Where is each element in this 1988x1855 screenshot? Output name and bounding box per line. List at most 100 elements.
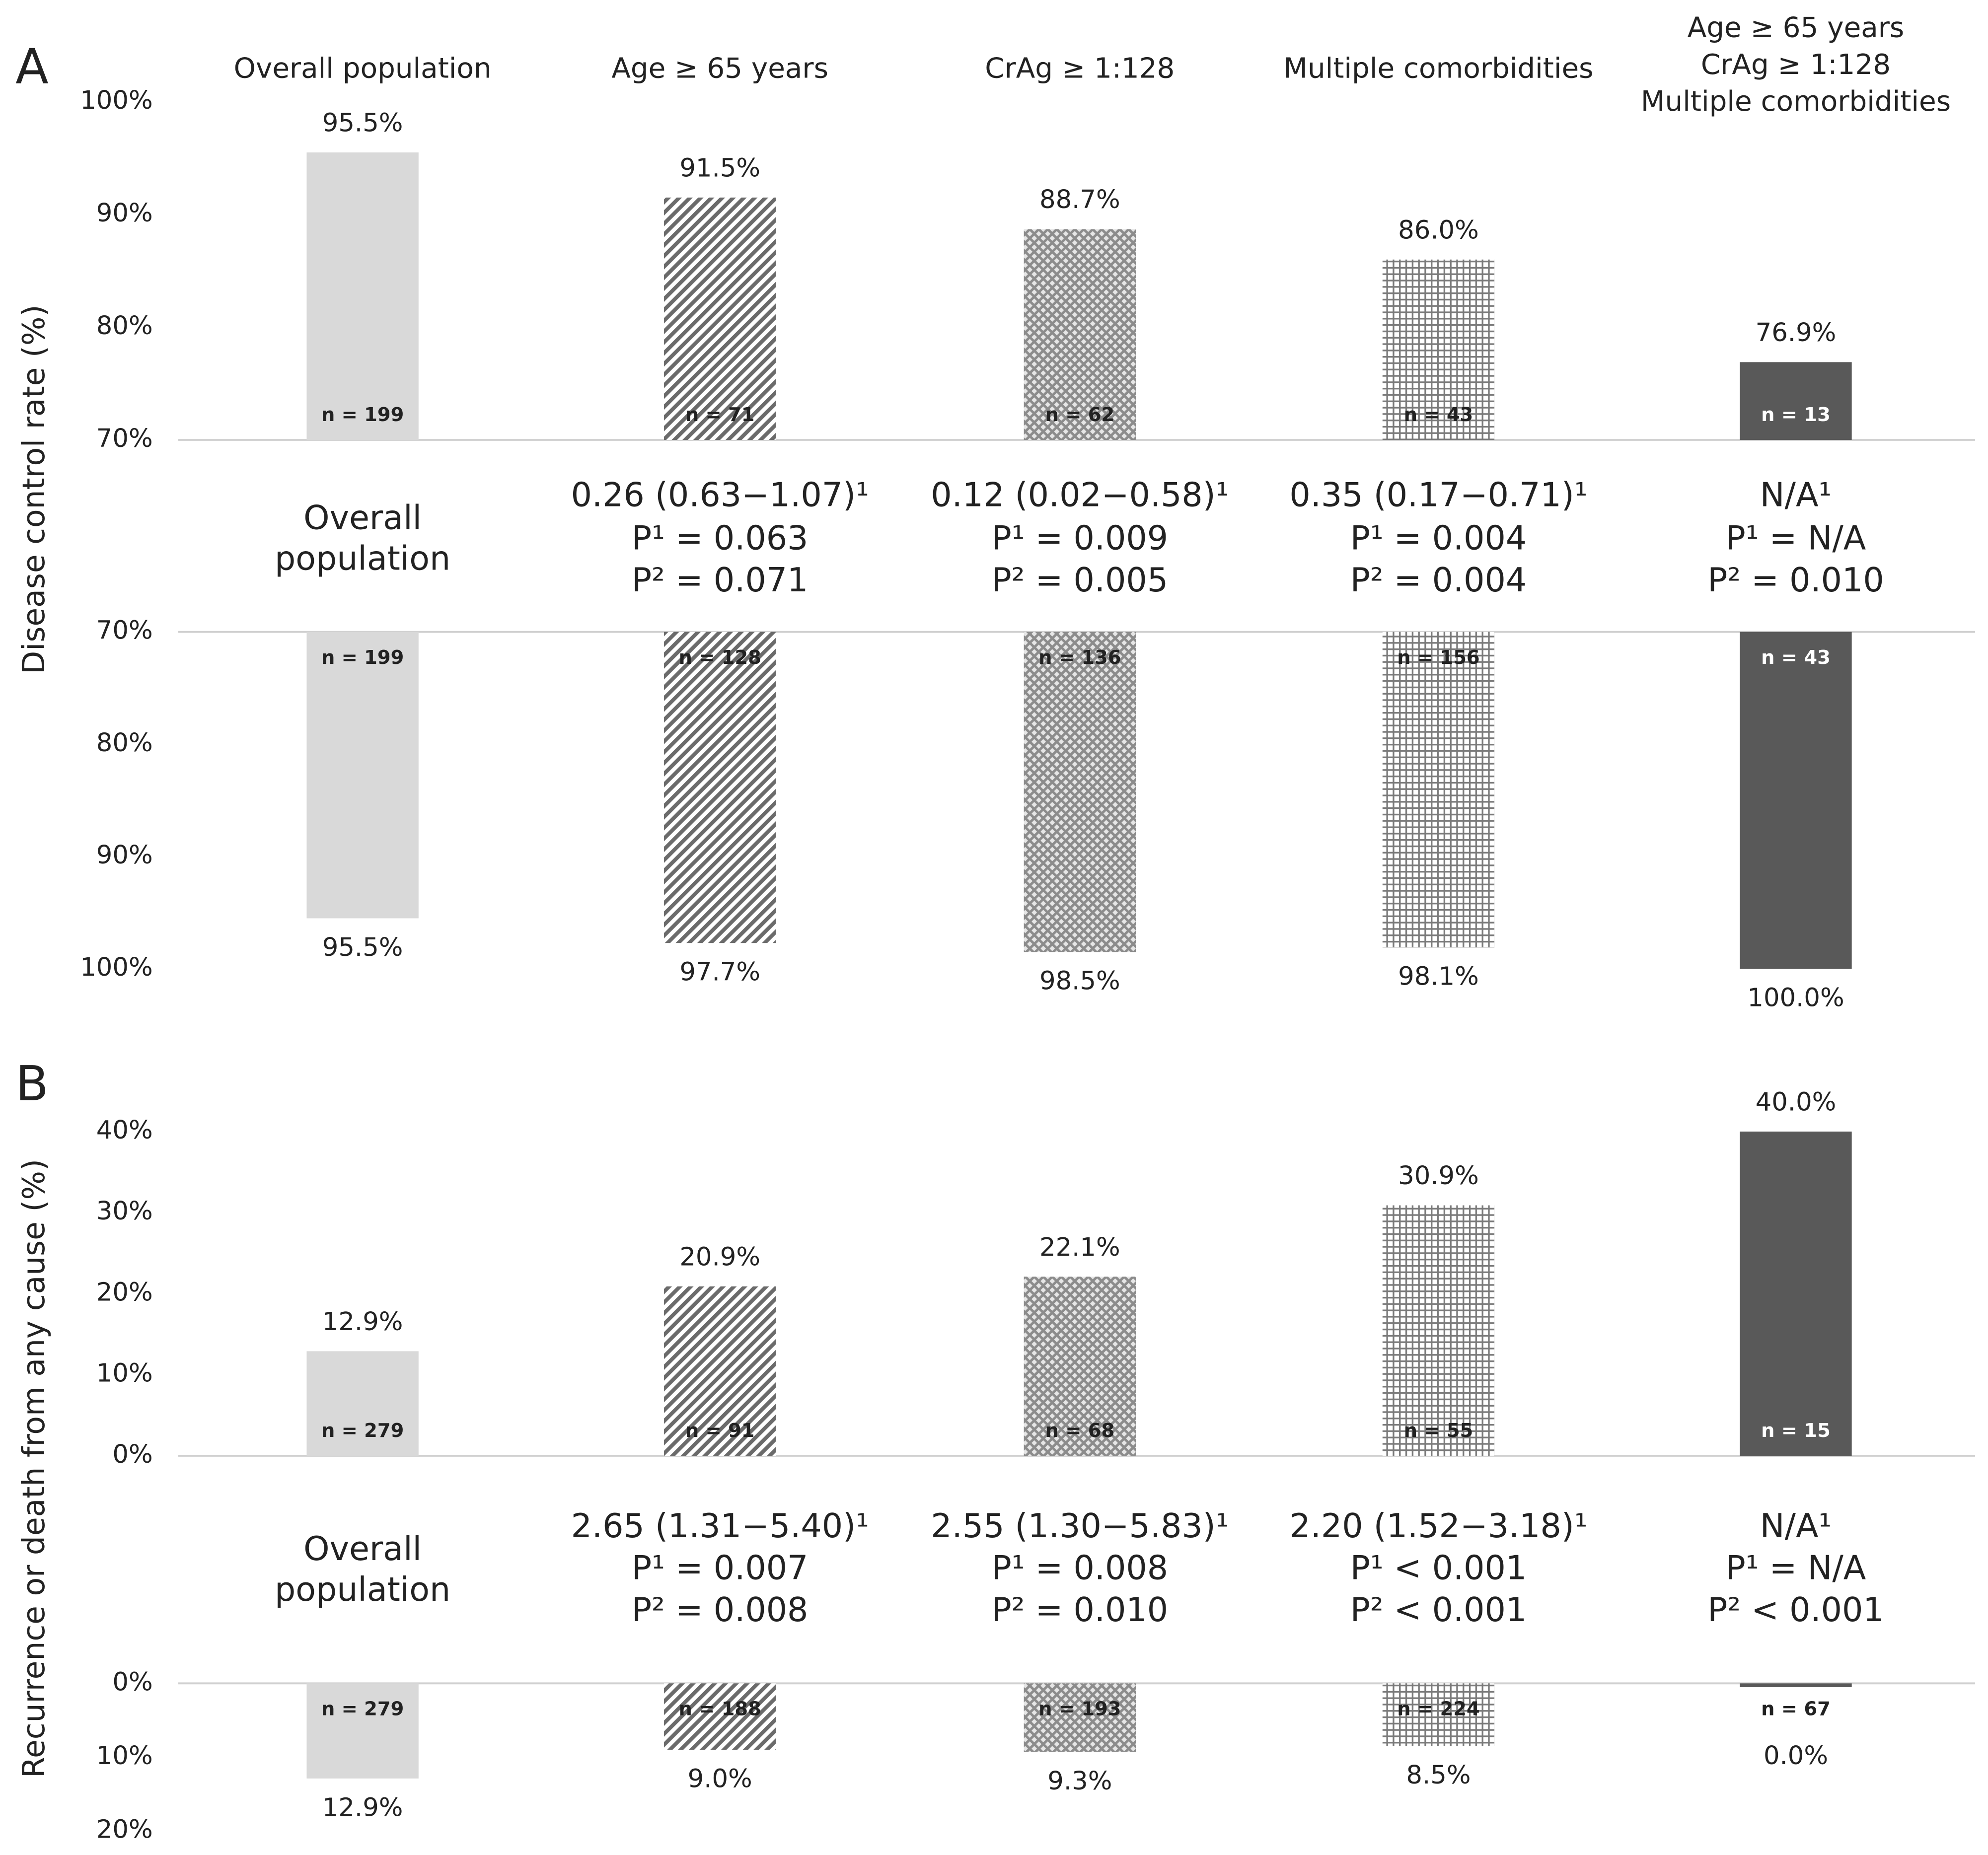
stat-text: Overall <box>303 1529 422 1568</box>
n-label: n = 128 <box>678 646 761 669</box>
value-label: 40.0% <box>1756 1087 1837 1117</box>
stat-text: population <box>275 1570 450 1609</box>
stat-text: P² < 0.001 <box>1707 1590 1884 1629</box>
value-label: 98.1% <box>1398 962 1479 992</box>
bar <box>1024 1683 1136 1752</box>
y-tick-label: 80% <box>96 728 153 758</box>
value-label: 95.5% <box>322 108 403 138</box>
stat-text: P¹ = N/A <box>1726 518 1866 557</box>
stat-text: P² = 0.071 <box>632 561 808 599</box>
bar <box>1740 1683 1852 1687</box>
bar <box>1740 1131 1852 1456</box>
n-label: n = 279 <box>321 1698 404 1720</box>
stat-text: P¹ = N/A <box>1726 1548 1866 1587</box>
y-tick-label: 0% <box>112 1667 152 1697</box>
stat-text: P² = 0.005 <box>992 561 1168 599</box>
y-tick-label: 100% <box>80 952 152 982</box>
n-label: n = 68 <box>1045 1420 1115 1442</box>
stat-text: N/A¹ <box>1760 1506 1832 1545</box>
stat-text: P¹ = 0.063 <box>632 518 808 557</box>
n-label: n = 71 <box>685 404 755 426</box>
y-tick-label: 10% <box>96 1358 153 1388</box>
stat-text: P¹ = 0.009 <box>992 518 1168 557</box>
n-label: n = 156 <box>1397 646 1479 669</box>
stat-text: 0.35 (0.17−0.71)¹ <box>1289 475 1587 514</box>
category-header: Age ≥ 65 years <box>1688 12 1905 44</box>
y-tick-label: 10% <box>96 1741 153 1771</box>
value-label: 86.0% <box>1398 215 1479 245</box>
value-label: 22.1% <box>1039 1232 1120 1262</box>
y-tick-label: 90% <box>96 840 153 870</box>
y-axis-label: Recurrence or death from any cause (%) <box>16 1159 52 1778</box>
n-label: n = 279 <box>321 1420 404 1442</box>
category-header: Multiple comorbidities <box>1283 52 1593 84</box>
category-header: Multiple comorbidities <box>1641 85 1951 118</box>
y-tick-label: 70% <box>96 424 153 453</box>
n-label: n = 15 <box>1761 1420 1831 1442</box>
y-tick-label: 0% <box>112 1439 152 1469</box>
value-label: 98.5% <box>1039 966 1120 996</box>
bar <box>1024 229 1136 440</box>
stat-text: population <box>275 539 450 577</box>
stat-text: P² < 0.001 <box>1350 1590 1527 1629</box>
n-label: n = 224 <box>1397 1698 1479 1720</box>
n-label: n = 67 <box>1761 1698 1831 1720</box>
n-label: n = 43 <box>1761 646 1831 669</box>
bar <box>1740 632 1852 969</box>
y-tick-label: 100% <box>80 85 152 115</box>
value-label: 0.0% <box>1764 1741 1828 1771</box>
value-label: 20.9% <box>679 1242 760 1272</box>
y-tick-label: 70% <box>96 616 153 645</box>
bar <box>306 632 419 919</box>
stat-text: 2.55 (1.30−5.83)¹ <box>931 1506 1229 1545</box>
value-label: 12.9% <box>322 1792 403 1822</box>
value-label: 9.0% <box>688 1764 752 1793</box>
y-tick-label: 40% <box>96 1115 153 1145</box>
bar <box>306 152 419 440</box>
stat-text: P¹ = 0.004 <box>1350 518 1527 557</box>
n-label: n = 55 <box>1404 1420 1473 1442</box>
category-header: CrAg ≥ 1:128 <box>1701 49 1891 81</box>
category-header: Age ≥ 65 years <box>611 52 828 84</box>
n-label: n = 193 <box>1038 1698 1121 1720</box>
n-label: n = 136 <box>1038 646 1121 669</box>
n-label: n = 199 <box>321 646 404 669</box>
bar <box>1024 632 1136 952</box>
stat-text: P² = 0.004 <box>1350 561 1527 599</box>
value-label: 8.5% <box>1406 1760 1471 1790</box>
y-axis-label: Disease control rate (%) <box>16 305 52 674</box>
value-label: 9.3% <box>1047 1766 1112 1796</box>
stat-text: 2.20 (1.52−3.18)¹ <box>1289 1506 1587 1545</box>
y-tick-label: 20% <box>96 1814 153 1844</box>
stat-text: P¹ < 0.001 <box>1350 1548 1527 1587</box>
n-label: n = 188 <box>678 1698 761 1720</box>
category-header: CrAg ≥ 1:128 <box>985 52 1175 84</box>
stat-text: P² = 0.008 <box>632 1590 808 1629</box>
bar <box>306 1351 419 1456</box>
bar <box>1382 632 1495 948</box>
stat-text: Overall <box>303 498 422 537</box>
n-label: n = 13 <box>1761 404 1831 426</box>
bar <box>1740 362 1852 440</box>
bar <box>306 1683 419 1779</box>
value-label: 30.9% <box>1398 1161 1479 1191</box>
value-label: 100.0% <box>1747 983 1844 1013</box>
category-header: Overall population <box>234 52 492 84</box>
stat-text: P² = 0.010 <box>992 1590 1168 1629</box>
y-tick-label: 80% <box>96 311 153 341</box>
bar <box>664 632 776 943</box>
stat-text: 0.12 (0.02−0.58)¹ <box>931 475 1229 514</box>
bar <box>664 1286 776 1456</box>
bar <box>1382 259 1495 440</box>
y-tick-label: 90% <box>96 198 153 228</box>
panel-label: A <box>15 39 49 95</box>
value-label: 95.5% <box>322 932 403 962</box>
bar <box>664 1683 776 1750</box>
value-label: 76.9% <box>1756 318 1837 348</box>
bar <box>1382 1205 1495 1456</box>
stat-text: N/A¹ <box>1760 475 1832 514</box>
value-label: 12.9% <box>322 1307 403 1337</box>
y-tick-label: 30% <box>96 1196 153 1226</box>
value-label: 91.5% <box>679 153 760 183</box>
